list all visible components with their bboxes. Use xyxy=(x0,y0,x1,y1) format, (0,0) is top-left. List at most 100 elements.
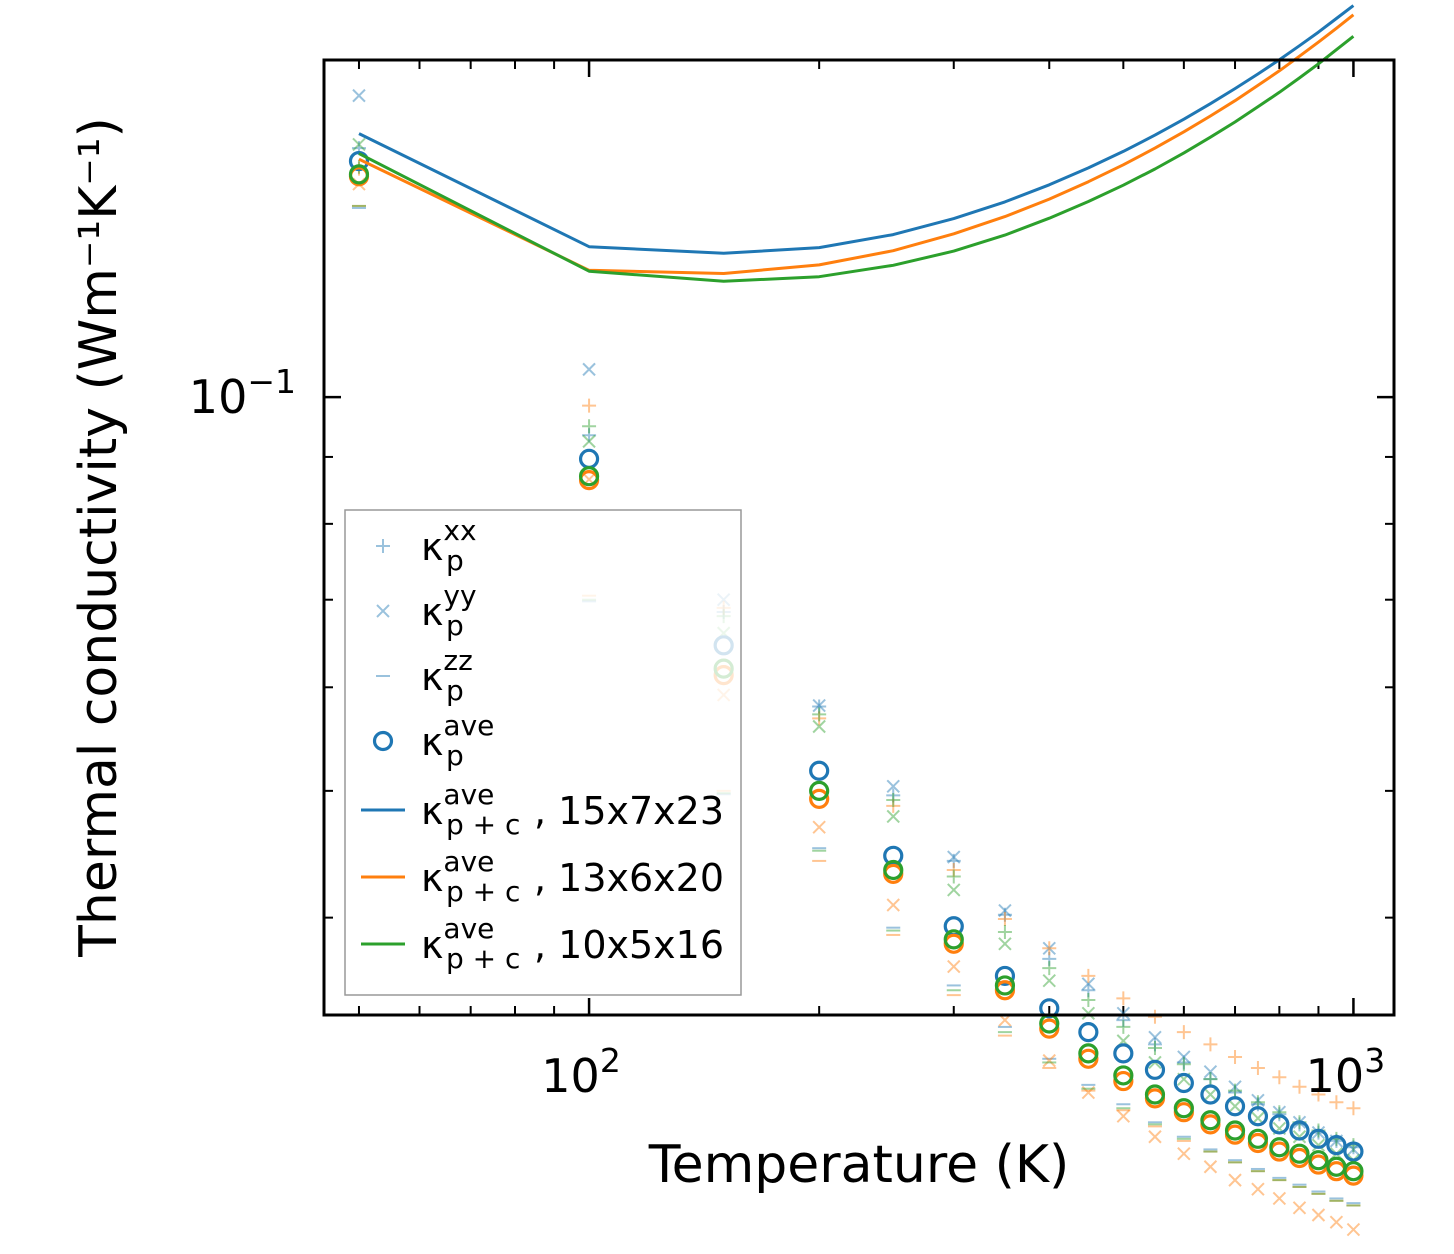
circle-marker xyxy=(1224,1096,1246,1117)
plus-marker xyxy=(1147,1037,1162,1052)
circle-marker xyxy=(348,150,370,172)
plot-frame xyxy=(322,58,1396,1017)
plus-marker xyxy=(997,925,1012,940)
cross-marker xyxy=(947,850,961,864)
cross-marker xyxy=(1116,1109,1131,1123)
cross-marker xyxy=(1228,1099,1242,1113)
plus-marker xyxy=(1042,941,1057,956)
cross-marker xyxy=(1251,1093,1265,1108)
circle-marker xyxy=(1200,1110,1221,1131)
circle-marker xyxy=(809,760,830,781)
circle-marker xyxy=(1078,1022,1099,1043)
legend-entry-2: κyy p xyxy=(376,579,477,642)
circle-marker xyxy=(1326,1135,1347,1156)
cross-marker xyxy=(1148,1130,1162,1144)
plus-marker xyxy=(812,711,827,726)
circle-marker xyxy=(372,730,394,752)
cross-marker xyxy=(1203,1087,1218,1102)
cross-marker xyxy=(582,434,596,449)
circle-marker xyxy=(1144,1059,1166,1080)
cross-marker xyxy=(1228,1173,1242,1187)
cross-marker xyxy=(1292,1130,1307,1144)
cross-marker xyxy=(1177,1050,1191,1064)
cross-marker xyxy=(947,959,961,974)
cross-marker xyxy=(998,903,1012,918)
plus-marker xyxy=(812,707,827,722)
plus-marker xyxy=(812,699,827,714)
cross-marker xyxy=(1346,1222,1361,1237)
plus-marker xyxy=(582,428,597,443)
x-tick-label: 103 xyxy=(1306,1041,1386,1103)
circle-marker xyxy=(883,859,904,881)
plus-marker xyxy=(1203,1072,1218,1087)
plus-marker xyxy=(1329,1095,1344,1110)
plus-marker xyxy=(1176,1057,1191,1072)
plus-marker xyxy=(1272,1107,1287,1122)
legend-label: κave p + c, 13x6x20 xyxy=(421,845,724,908)
circle-marker xyxy=(809,780,830,801)
circle-marker xyxy=(1078,1043,1099,1064)
cross-marker xyxy=(1311,1125,1326,1140)
plus-marker xyxy=(1081,993,1096,1008)
plus-marker xyxy=(1272,1070,1287,1085)
cross-marker xyxy=(1251,1182,1265,1196)
plus-marker xyxy=(946,853,961,868)
legend-entry-5: κave p + c, 15x7x23 xyxy=(361,778,724,841)
cross-marker xyxy=(886,898,900,912)
cross-marker xyxy=(1228,1080,1242,1094)
circle-marker xyxy=(1113,1070,1134,1092)
cross-marker xyxy=(812,820,826,834)
circle-marker xyxy=(1308,1128,1329,1149)
plus-marker xyxy=(1147,1040,1162,1055)
circle-marker xyxy=(1343,1141,1364,1162)
circle-marker xyxy=(1269,1137,1290,1158)
circle-marker xyxy=(578,466,600,487)
circle-marker xyxy=(1247,1106,1269,1127)
legend-entry-3: κzz p xyxy=(376,644,473,707)
plus-marker xyxy=(1116,991,1131,1006)
legend-box xyxy=(344,509,742,996)
cross-marker xyxy=(1042,1053,1056,1068)
legend-label: κave p + c, 15x7x23 xyxy=(421,778,724,841)
series-line-15x7x23 xyxy=(358,4,1355,255)
legend-label: κyy p xyxy=(421,579,477,642)
plus-marker xyxy=(1292,1079,1307,1094)
cross-marker xyxy=(1042,973,1056,988)
plus-marker xyxy=(376,539,390,553)
cross-marker xyxy=(947,883,961,897)
circle-marker xyxy=(1173,1098,1194,1119)
plus-marker xyxy=(1250,1060,1265,1075)
circle-marker xyxy=(1289,1143,1310,1164)
plus-marker xyxy=(1346,1101,1361,1116)
cross-marker xyxy=(812,698,826,713)
plus-marker xyxy=(1081,968,1096,983)
plus-marker xyxy=(946,862,961,877)
cross-marker xyxy=(1311,1138,1326,1152)
plus-marker xyxy=(997,912,1012,927)
plus-marker xyxy=(997,907,1012,922)
plus-marker xyxy=(1176,1055,1191,1070)
legend-entry-1: κxx p xyxy=(376,514,477,577)
cross-marker xyxy=(1203,1064,1218,1079)
scatter-markers xyxy=(348,88,1364,1237)
legend-label: κave p + c, 10x5x16 xyxy=(421,912,724,975)
circle-marker xyxy=(1173,1072,1194,1094)
cross-marker xyxy=(886,779,900,794)
cross-marker xyxy=(1177,1146,1191,1161)
legend-entry-6: κave p + c, 13x6x20 xyxy=(361,845,724,908)
circle-marker xyxy=(943,929,964,950)
circle-marker xyxy=(994,965,1016,987)
plus-marker xyxy=(1203,1037,1218,1052)
cross-marker xyxy=(998,937,1012,951)
cross-marker xyxy=(1272,1191,1287,1206)
legend-label: κxx p xyxy=(421,514,477,577)
circle-marker xyxy=(1144,1084,1166,1105)
cross-marker xyxy=(886,809,900,824)
plus-marker xyxy=(1116,1019,1131,1034)
cross-marker xyxy=(376,604,390,618)
circle-marker xyxy=(1343,1161,1364,1182)
cross-marker xyxy=(812,719,826,734)
major-ticks xyxy=(324,60,1394,1015)
legend-entry-7: κave p + c, 10x5x16 xyxy=(361,912,724,975)
